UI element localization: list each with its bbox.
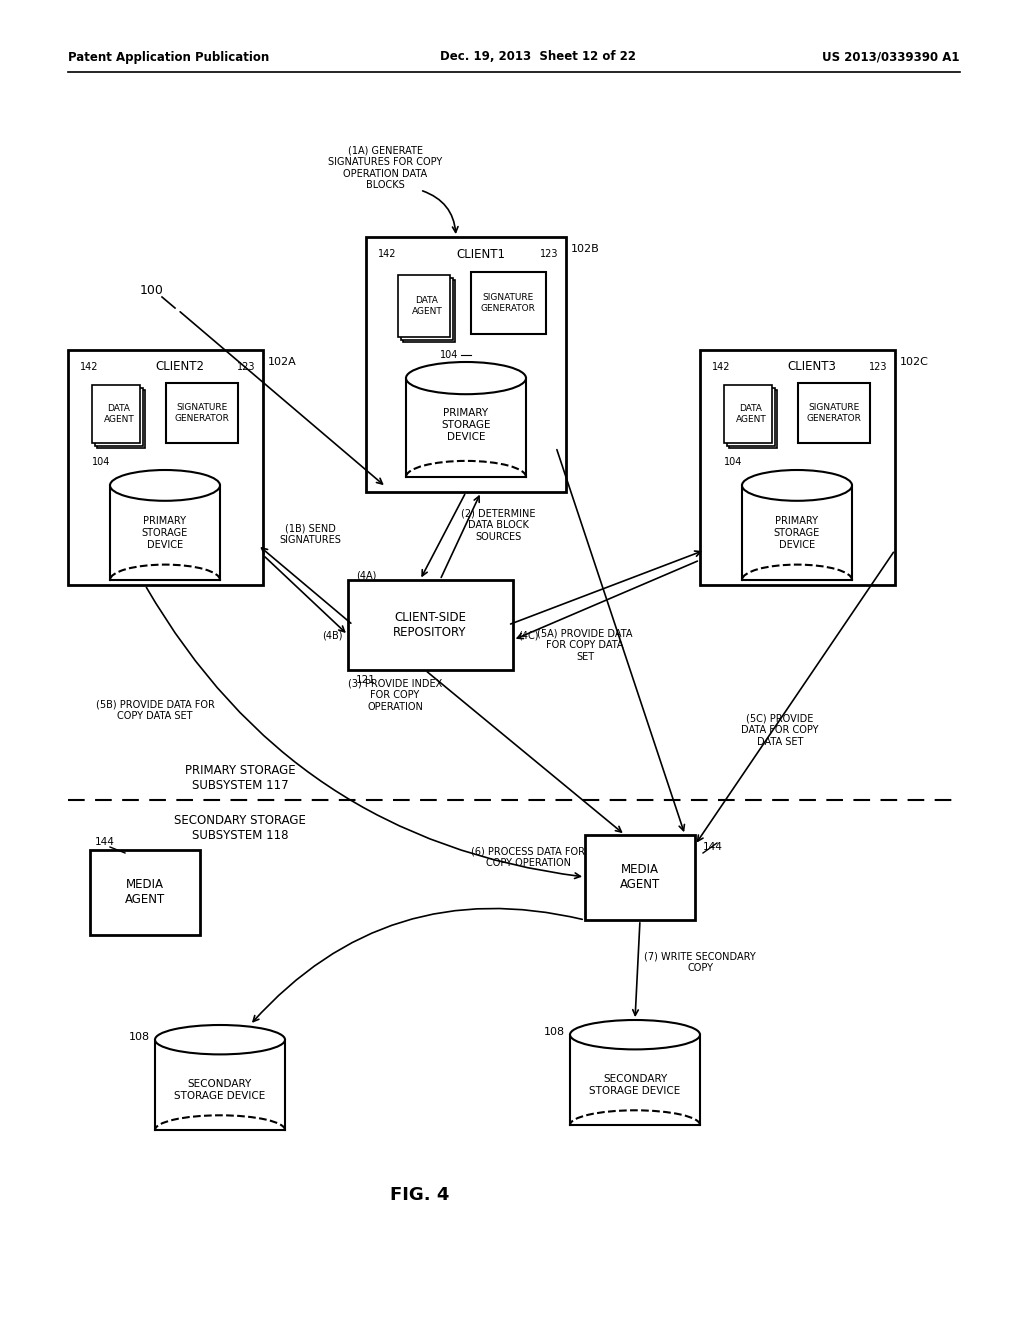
Text: DATA
AGENT: DATA AGENT [735,404,766,424]
Bar [366,238,566,492]
Text: SECONDARY
STORAGE DEVICE: SECONDARY STORAGE DEVICE [174,1080,265,1101]
Bar [403,280,455,342]
Text: 142: 142 [712,362,730,372]
Bar [92,385,140,444]
Text: 102C: 102C [900,356,929,367]
Text: (4B): (4B) [323,630,343,640]
Text: Patent Application Publication: Patent Application Publication [68,50,269,63]
Text: SIGNATURE
GENERATOR: SIGNATURE GENERATOR [480,293,536,313]
Text: MEDIA
AGENT: MEDIA AGENT [620,863,660,891]
Text: (5C) PROVIDE
DATA FOR COPY
DATA SET: (5C) PROVIDE DATA FOR COPY DATA SET [741,713,819,747]
Bar [95,388,143,446]
Text: PRIMARY
STORAGE
DEVICE: PRIMARY STORAGE DEVICE [441,408,490,442]
Text: PRIMARY
STORAGE
DEVICE: PRIMARY STORAGE DEVICE [142,516,188,549]
Text: CLIENT2: CLIENT2 [156,360,205,374]
Text: 142: 142 [378,249,396,259]
Bar [727,388,775,446]
Text: (7) WRITE SECONDARY
COPY: (7) WRITE SECONDARY COPY [644,952,756,973]
Text: CLIENT-SIDE
REPOSITORY: CLIENT-SIDE REPOSITORY [393,611,467,639]
Bar [110,486,220,579]
Ellipse shape [110,470,220,500]
Text: CLIENT3: CLIENT3 [787,360,837,374]
Text: 100: 100 [140,284,164,297]
Bar [700,350,895,585]
Text: Dec. 19, 2013  Sheet 12 of 22: Dec. 19, 2013 Sheet 12 of 22 [440,50,636,63]
Bar [398,275,450,337]
Bar [406,378,526,477]
Text: 104: 104 [91,457,110,467]
Bar [348,579,513,671]
Text: DATA
AGENT: DATA AGENT [103,404,134,424]
Text: (4C): (4C) [518,630,539,640]
Bar [798,383,870,444]
Text: SECONDARY STORAGE
SUBSYSTEM 118: SECONDARY STORAGE SUBSYSTEM 118 [174,814,306,842]
Bar [729,389,777,447]
Text: 108: 108 [129,1032,150,1041]
Text: PRIMARY STORAGE
SUBSYSTEM 117: PRIMARY STORAGE SUBSYSTEM 117 [184,764,295,792]
Bar [585,836,695,920]
Text: 142: 142 [80,362,98,372]
Text: MEDIA
AGENT: MEDIA AGENT [125,878,165,906]
Bar [97,389,145,447]
Text: 123: 123 [540,249,558,259]
Text: SECONDARY
STORAGE DEVICE: SECONDARY STORAGE DEVICE [590,1074,681,1096]
Text: CLIENT1: CLIENT1 [457,248,506,261]
Text: (5A) PROVIDE DATA
FOR COPY DATA
SET: (5A) PROVIDE DATA FOR COPY DATA SET [538,628,633,661]
Text: SIGNATURE
GENERATOR: SIGNATURE GENERATOR [174,404,229,422]
Text: DATA
AGENT: DATA AGENT [412,296,442,315]
Text: 144: 144 [703,842,723,851]
Ellipse shape [155,1026,285,1055]
Text: (2) DETERMINE
DATA BLOCK
SOURCES: (2) DETERMINE DATA BLOCK SOURCES [461,508,536,541]
Ellipse shape [570,1020,700,1049]
Bar [90,850,200,935]
Text: 123: 123 [237,362,255,372]
Ellipse shape [406,362,526,395]
Text: (4A): (4A) [356,572,377,581]
Text: 102B: 102B [571,244,600,253]
Text: 104: 104 [439,350,458,360]
Bar [471,272,546,334]
Text: (6) PROCESS DATA FOR
COPY OPERATION: (6) PROCESS DATA FOR COPY OPERATION [471,846,585,867]
Text: 104: 104 [724,457,742,467]
Text: 102A: 102A [268,356,297,367]
Bar [68,350,263,585]
Bar [724,385,772,444]
Bar [155,1040,285,1130]
Text: US 2013/0339390 A1: US 2013/0339390 A1 [822,50,961,63]
Text: 123: 123 [868,362,887,372]
Bar [570,1035,700,1125]
Text: (3) PROVIDE INDEX
FOR COPY
OPERATION: (3) PROVIDE INDEX FOR COPY OPERATION [348,678,442,711]
Ellipse shape [742,470,852,500]
Bar [742,486,852,579]
Text: (1A) GENERATE
SIGNATURES FOR COPY
OPERATION DATA
BLOCKS: (1A) GENERATE SIGNATURES FOR COPY OPERAT… [328,145,442,190]
Text: 108: 108 [544,1027,565,1038]
Text: SIGNATURE
GENERATOR: SIGNATURE GENERATOR [807,404,861,422]
Bar [401,279,453,341]
Text: PRIMARY
STORAGE
DEVICE: PRIMARY STORAGE DEVICE [774,516,820,549]
Text: 121: 121 [356,675,376,685]
Bar [166,383,238,444]
Text: FIG. 4: FIG. 4 [390,1185,450,1204]
Text: 144: 144 [95,837,115,847]
Text: (1B) SEND
SIGNATURES: (1B) SEND SIGNATURES [280,523,341,545]
Text: (5B) PROVIDE DATA FOR
COPY DATA SET: (5B) PROVIDE DATA FOR COPY DATA SET [95,700,214,721]
